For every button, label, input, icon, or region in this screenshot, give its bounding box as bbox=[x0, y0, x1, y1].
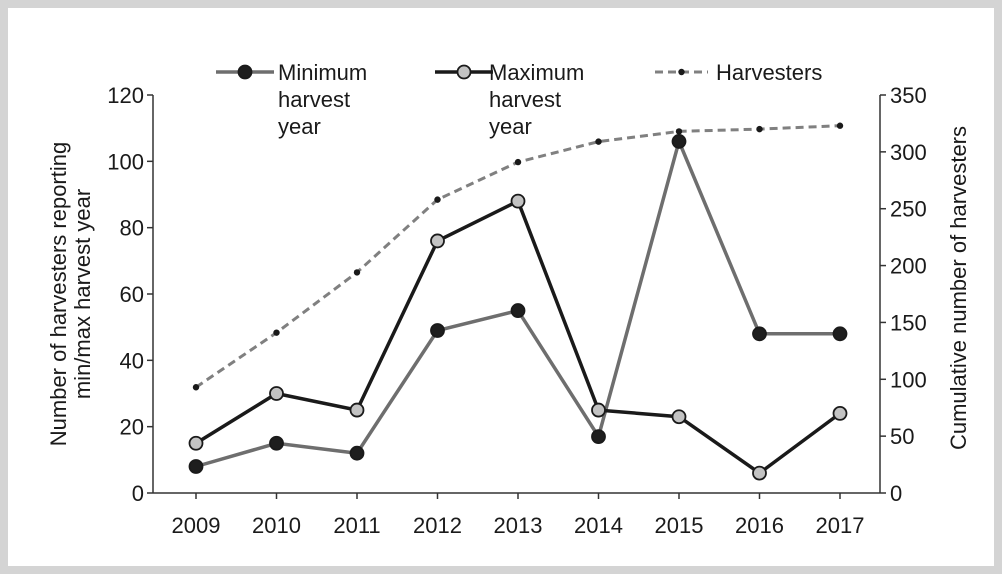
data-point-minimum bbox=[510, 303, 526, 318]
data-point-maximum bbox=[430, 233, 445, 249]
data-point-harvesters bbox=[434, 196, 441, 203]
x-tick-label: 2012 bbox=[413, 513, 462, 538]
data-point-maximum bbox=[591, 402, 606, 418]
axes: 0 20 40 60 80 100 120 0 50 100 150 200 250 300 350 2009… bbox=[46, 83, 971, 538]
y-right-axis-title-text: Cumulative number of harvesters bbox=[946, 126, 971, 450]
y-right-tick-label: 250 bbox=[890, 197, 927, 222]
data-point-harvesters bbox=[595, 138, 602, 145]
legend-marker bbox=[456, 64, 472, 80]
x-tick-label: 2017 bbox=[816, 513, 865, 538]
data-point-minimum bbox=[832, 326, 848, 342]
y-right-tick-label: 50 bbox=[890, 424, 914, 449]
y-right-tick-label: 300 bbox=[890, 140, 927, 165]
legend: MinimumharvestyearMaximumharvestyearHarv… bbox=[216, 60, 822, 139]
data-point-minimum bbox=[591, 429, 606, 445]
x-tick-label: 2016 bbox=[735, 513, 784, 538]
y-left-tick-label: 40 bbox=[120, 348, 144, 373]
y-left-tick-label: 20 bbox=[120, 415, 144, 440]
x-tick-label: 2015 bbox=[655, 513, 704, 538]
series-0 bbox=[188, 134, 848, 474]
legend-label-line: Harvesters bbox=[716, 60, 822, 85]
x-tick-label: 2010 bbox=[252, 513, 301, 538]
data-point-harvesters bbox=[273, 329, 280, 336]
legend-label-line: year bbox=[489, 114, 532, 139]
data-point-harvesters bbox=[675, 128, 683, 135]
line-chart: 0 20 40 60 80 100 120 0 50 100 150 200 250 300 350 2009… bbox=[46, 60, 971, 538]
x-tick-label: 2011 bbox=[333, 513, 380, 538]
data-point-minimum bbox=[752, 326, 767, 342]
data-point-minimum bbox=[269, 435, 284, 451]
legend-label-line: harvest bbox=[278, 87, 350, 112]
y-left-tick-label: 60 bbox=[120, 282, 144, 307]
data-point-minimum bbox=[349, 445, 365, 461]
legend-label-line: Minimum bbox=[278, 60, 367, 85]
x-tick-label: 2009 bbox=[172, 513, 221, 538]
data-point-harvesters bbox=[192, 384, 200, 391]
legend-marker bbox=[678, 68, 685, 76]
chart-frame: 0 20 40 60 80 100 120 0 50 100 150 200 250 300 350 2009… bbox=[8, 8, 994, 566]
series-2 bbox=[192, 122, 844, 391]
data-point-maximum bbox=[832, 405, 848, 421]
legend-marker bbox=[237, 64, 253, 80]
series-line-maximum bbox=[195, 198, 842, 476]
data-point-harvesters bbox=[514, 158, 522, 166]
data-point-maximum bbox=[752, 465, 767, 481]
y-left-axis-title-line: Number of harvesters reporting bbox=[46, 142, 71, 446]
data-point-harvesters bbox=[756, 125, 763, 133]
y-left-axis-title: Number of harvesters reporting min/max ha… bbox=[46, 142, 95, 446]
x-tick-label: 2014 bbox=[574, 513, 623, 538]
y-right-tick-label: 100 bbox=[890, 367, 927, 392]
legend-item-2: Harvesters bbox=[655, 60, 822, 85]
data-point-minimum bbox=[430, 323, 445, 338]
data-point-minimum bbox=[188, 459, 204, 474]
y-right-axis-title: Cumulative number of harvesters bbox=[946, 126, 971, 450]
data-point-harvesters bbox=[836, 122, 844, 129]
legend-label-line: year bbox=[278, 114, 321, 139]
x-tick-label: 2013 bbox=[494, 513, 543, 538]
y-right-tick-label: 0 bbox=[890, 481, 902, 506]
y-left-axis-title-line: min/max harvest year bbox=[70, 189, 95, 399]
series-layer bbox=[188, 122, 848, 481]
legend-label-line: harvest bbox=[489, 87, 561, 112]
y-right-tick-label: 350 bbox=[890, 83, 927, 108]
data-point-maximum bbox=[510, 193, 526, 209]
data-point-maximum bbox=[188, 435, 204, 451]
y-left-tick-label: 120 bbox=[107, 83, 144, 108]
y-left-tick-label: 0 bbox=[132, 481, 144, 506]
y-right-tick-label: 150 bbox=[890, 310, 927, 335]
data-point-harvesters bbox=[353, 269, 361, 276]
y-left-tick-label: 80 bbox=[120, 216, 144, 241]
data-point-maximum bbox=[671, 409, 687, 425]
data-point-minimum bbox=[671, 134, 687, 149]
data-point-maximum bbox=[349, 402, 365, 418]
y-left-tick-label: 100 bbox=[107, 149, 144, 174]
data-point-maximum bbox=[269, 386, 284, 401]
y-right-tick-label: 200 bbox=[890, 254, 927, 279]
series-1 bbox=[188, 193, 848, 481]
legend-label-line: Maximum bbox=[489, 60, 584, 85]
